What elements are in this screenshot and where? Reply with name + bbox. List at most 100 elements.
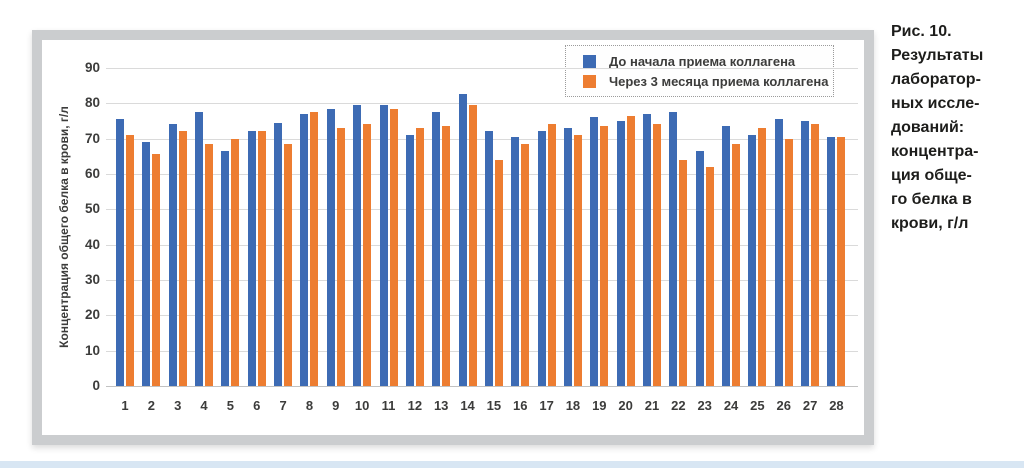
bar-series2-cat19 bbox=[600, 126, 609, 386]
x-tick-label-26: 26 bbox=[776, 398, 791, 413]
bar-series1-cat20 bbox=[616, 120, 625, 386]
bar-series2-cat9 bbox=[336, 127, 345, 386]
x-tick-label-8: 8 bbox=[305, 398, 314, 413]
caption-line-5: дований: bbox=[891, 119, 965, 136]
bar-series2-cat27 bbox=[811, 124, 820, 386]
legend: До начала приема коллагена Через 3 месяца… bbox=[565, 45, 834, 97]
y-tick-label-40: 40 bbox=[84, 236, 100, 252]
bar-series2-cat7 bbox=[284, 143, 293, 386]
bar-series2-cat18 bbox=[573, 135, 582, 386]
x-tick-label-3: 3 bbox=[174, 398, 182, 413]
bar-series1-cat19 bbox=[590, 117, 599, 386]
bar-series1-cat12 bbox=[405, 135, 414, 386]
x-tick-label-21: 21 bbox=[644, 398, 660, 413]
bar-series1-cat10 bbox=[353, 104, 362, 386]
y-tick-label-30: 30 bbox=[84, 271, 100, 287]
y-tick-label-10: 10 bbox=[84, 342, 100, 358]
bar-series2-cat12 bbox=[415, 127, 424, 386]
x-tick-label-19: 19 bbox=[592, 398, 607, 413]
bar-series2-cat11 bbox=[389, 108, 398, 386]
x-tick-label-28: 28 bbox=[829, 398, 844, 413]
bar-series1-cat16 bbox=[511, 136, 520, 386]
y-tick-label-90: 90 bbox=[84, 59, 100, 75]
plot-area: Концентрация общего белка в крови, г/л Д… bbox=[42, 40, 864, 435]
bar-series1-cat27 bbox=[801, 120, 810, 386]
bar-series2-cat26 bbox=[784, 138, 793, 386]
bar-series2-cat6 bbox=[257, 131, 266, 386]
x-tick-label-12: 12 bbox=[407, 398, 423, 413]
bar-series2-cat4 bbox=[205, 143, 214, 386]
bar-series1-cat22 bbox=[669, 112, 678, 386]
gridline-y-60 bbox=[106, 173, 858, 175]
bar-series2-cat14 bbox=[468, 104, 477, 386]
bar-series2-cat24 bbox=[732, 143, 741, 386]
bar-series1-cat15 bbox=[484, 131, 493, 386]
x-axis-line bbox=[106, 386, 858, 387]
bar-series2-cat15 bbox=[494, 159, 503, 386]
bar-series1-cat2 bbox=[142, 142, 151, 386]
gridline-y-50 bbox=[106, 209, 858, 211]
x-tick-label-23: 23 bbox=[697, 398, 712, 413]
legend-label: Через 3 месяца приема коллагена bbox=[609, 73, 829, 89]
bar-series1-cat28 bbox=[827, 136, 836, 386]
y-tick-label-0: 0 bbox=[92, 378, 100, 393]
bar-series2-cat17 bbox=[547, 124, 556, 386]
bar-series1-cat13 bbox=[432, 112, 441, 386]
caption-line-9: крови, г/л bbox=[891, 215, 969, 232]
legend-item-1: До начала приема коллагена bbox=[583, 54, 833, 69]
bar-series1-cat1 bbox=[116, 119, 124, 386]
bar-series1-cat24 bbox=[722, 126, 731, 386]
bar-series1-cat7 bbox=[274, 122, 283, 386]
x-tick-label-11: 11 bbox=[381, 398, 396, 413]
bar-series2-cat23 bbox=[705, 166, 714, 386]
bar-series2-cat8 bbox=[310, 112, 319, 386]
x-tick-label-27: 27 bbox=[802, 398, 818, 413]
gridline-y-20 bbox=[106, 315, 858, 317]
legend-swatch-icon bbox=[583, 54, 596, 68]
y-tick-label-80: 80 bbox=[84, 95, 100, 111]
bar-series1-cat8 bbox=[300, 113, 309, 386]
page-bottom-strip bbox=[0, 461, 1024, 468]
bar-series1-cat6 bbox=[247, 131, 256, 386]
bar-series2-cat2 bbox=[152, 154, 161, 386]
bar-series2-cat13 bbox=[442, 126, 451, 386]
x-tick-label-2: 2 bbox=[147, 398, 155, 413]
bar-series2-cat5 bbox=[231, 138, 240, 386]
caption-line-2: Результаты bbox=[891, 47, 984, 64]
bar-series1-cat14 bbox=[458, 94, 467, 386]
x-tick-label-20: 20 bbox=[618, 398, 633, 413]
bar-series1-cat3 bbox=[168, 124, 177, 386]
caption-line-6: концентра- bbox=[891, 143, 979, 160]
bar-series1-cat4 bbox=[195, 112, 204, 386]
y-tick-label-20: 20 bbox=[84, 307, 100, 323]
x-tick-label-18: 18 bbox=[565, 398, 581, 413]
gridline-y-40 bbox=[106, 244, 858, 246]
gridline-y-30 bbox=[106, 279, 858, 281]
x-tick-label-16: 16 bbox=[513, 398, 528, 413]
chart-figure: Концентрация общего белка в крови, г/л Д… bbox=[32, 30, 874, 445]
x-tick-label-5: 5 bbox=[226, 398, 234, 413]
y-tick-label-70: 70 bbox=[84, 130, 100, 146]
caption-line-7: ция обще- bbox=[891, 167, 972, 184]
caption-line-4: ных иссле- bbox=[891, 95, 980, 112]
bar-series1-cat11 bbox=[379, 104, 388, 386]
gridline-y-90 bbox=[106, 67, 858, 69]
bar-series2-cat20 bbox=[626, 115, 635, 386]
bar-series2-cat16 bbox=[521, 143, 530, 386]
x-tick-label-10: 10 bbox=[354, 398, 370, 413]
x-tick-label-25: 25 bbox=[750, 398, 765, 413]
bar-series1-cat9 bbox=[326, 108, 335, 386]
x-tick-label-14: 14 bbox=[460, 398, 475, 413]
caption-line-3: лаборатор- bbox=[891, 71, 981, 88]
x-tick-label-22: 22 bbox=[671, 398, 686, 413]
x-tick-label-15: 15 bbox=[486, 398, 502, 413]
x-tick-label-4: 4 bbox=[200, 398, 208, 413]
bar-series1-cat26 bbox=[774, 119, 783, 386]
y-axis-title: Концентрация общего белка в крови, г/л bbox=[57, 106, 71, 348]
bar-series2-cat28 bbox=[837, 136, 846, 386]
bar-series2-cat1 bbox=[126, 135, 134, 386]
x-tick-label-24: 24 bbox=[723, 398, 739, 413]
bar-series2-cat22 bbox=[679, 159, 688, 386]
bar-series1-cat5 bbox=[221, 150, 230, 386]
